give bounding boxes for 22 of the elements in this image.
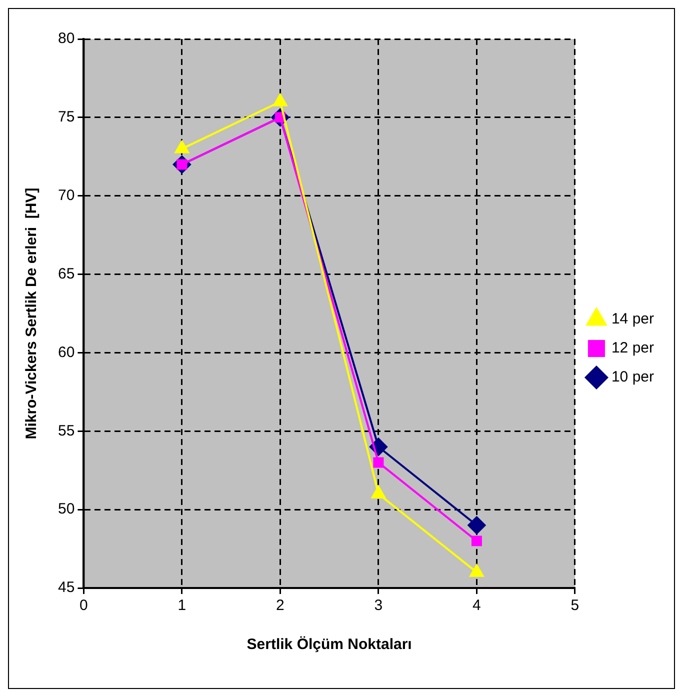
x-tick-label: 5 (570, 597, 580, 614)
legend-label: 12 per (611, 340, 654, 357)
legend-label: 10 per (611, 368, 654, 386)
point (468, 516, 486, 534)
x-tick-label: 4 (472, 597, 481, 614)
x-tick-label: 2 (276, 597, 284, 614)
y-tick-label: 75 (58, 108, 75, 126)
y-axis-title: Mikro-Vickers Sertlik De erleri [HV] (23, 188, 40, 440)
y-tick-label: 80 (58, 30, 75, 48)
x-tick-label: 3 (374, 597, 383, 614)
x-tick-label: 0 (80, 597, 88, 614)
legend-label: 14 per (611, 310, 654, 328)
x-tick-label: 1 (178, 597, 186, 614)
x-axis-title: Sertlik Ölçüm Noktaları (246, 636, 412, 654)
y-tick-label: 45 (58, 579, 75, 596)
y-tick-label: 50 (58, 500, 75, 518)
y-tick-label: 55 (58, 422, 75, 440)
point (471, 536, 482, 546)
y-tick-label: 60 (58, 344, 75, 361)
y-tick-label: 70 (58, 187, 75, 204)
y-tick-label: 65 (58, 265, 75, 282)
point (373, 457, 384, 468)
